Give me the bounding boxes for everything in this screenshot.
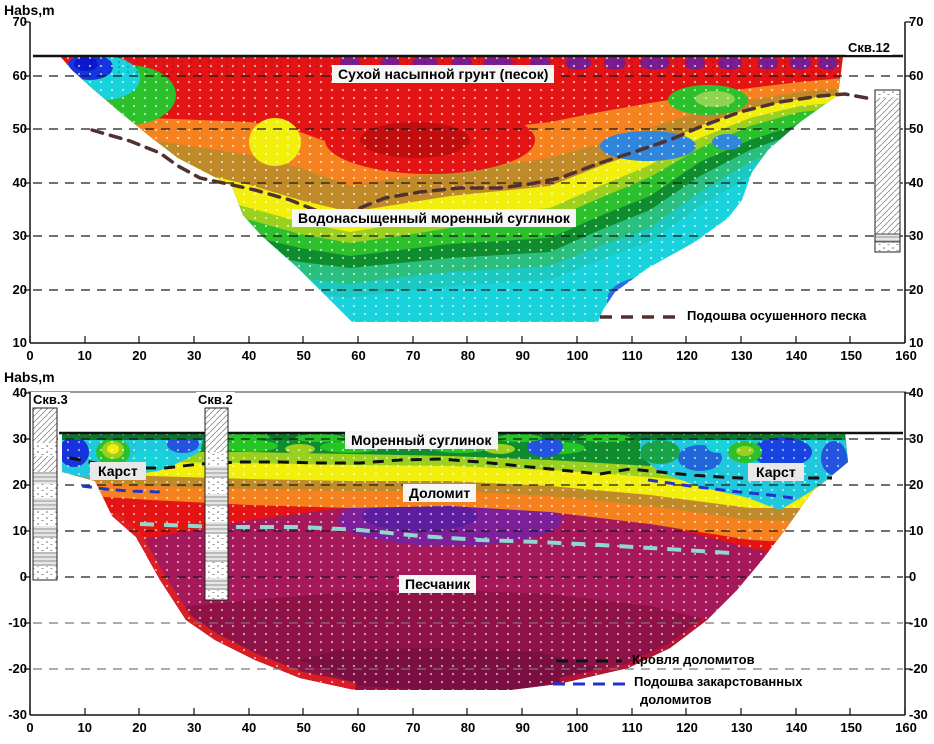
borehole-12-column bbox=[874, 89, 901, 253]
x-tick-label: 40 bbox=[241, 348, 257, 363]
y-tick-label: -20 bbox=[909, 661, 928, 676]
y-tick-label: 10 bbox=[12, 335, 27, 350]
legend-dolomite-top-label: Кровля доломитов bbox=[632, 652, 755, 667]
y-tick-label: 30 bbox=[909, 431, 924, 446]
y-tick-label: 40 bbox=[12, 385, 27, 400]
zone-label-wet-loam: Водонасыщенный моренный суглинок bbox=[292, 209, 576, 227]
x-tick-label: 160 bbox=[895, 720, 917, 735]
zone-label-karst-left: Карст bbox=[90, 462, 146, 480]
dolomite-top-dashed-line bbox=[69, 456, 832, 481]
bottom-gridlines-light bbox=[33, 622, 903, 670]
x-tick-label: 0 bbox=[26, 720, 34, 735]
top-axis-ticks bbox=[24, 21, 911, 343]
karst-base-dashed-line bbox=[81, 478, 801, 501]
sand-base-dashed-line bbox=[90, 92, 874, 216]
y-tick-label: 40 bbox=[909, 174, 924, 190]
zone-label-sandstone: Песчаник bbox=[399, 575, 477, 593]
x-tick-label: 80 bbox=[460, 720, 476, 735]
bottom-axis-title: Habs,m bbox=[4, 369, 55, 385]
x-tick-label: 140 bbox=[785, 348, 808, 363]
zone-label-moraine: Моренный суглинок bbox=[345, 431, 498, 449]
x-tick-label: 60 bbox=[351, 720, 366, 735]
y-tick-label: -30 bbox=[909, 707, 928, 722]
x-tick-label: 90 bbox=[515, 348, 530, 363]
y-tick-label: 10 bbox=[909, 335, 924, 350]
top-axis-title: Habs,m bbox=[4, 2, 55, 18]
x-tick-label: 30 bbox=[187, 348, 202, 363]
x-tick-label: 130 bbox=[730, 348, 753, 363]
x-tick-label: 40 bbox=[241, 720, 257, 735]
x-tick-label: 50 bbox=[296, 348, 311, 363]
y-tick-label: 50 bbox=[12, 121, 27, 136]
x-tick-label: 50 bbox=[296, 720, 311, 735]
x-tick-label: 150 bbox=[840, 348, 863, 363]
y-tick-label: 10 bbox=[12, 523, 27, 538]
y-tick-label: 40 bbox=[12, 174, 27, 190]
x-tick-label: 110 bbox=[621, 348, 643, 363]
x-tick-label: 60 bbox=[351, 348, 366, 363]
borehole-2-column bbox=[204, 407, 229, 601]
zone-label-dolomite: Доломит bbox=[403, 484, 477, 502]
y-tick-label: 20 bbox=[909, 477, 924, 492]
top-y-axis-left: 70 60 50 40 30 20 10 bbox=[0, 14, 27, 351]
x-tick-label: 10 bbox=[77, 720, 92, 735]
y-tick-label: -10 bbox=[909, 615, 928, 630]
y-tick-label: 70 bbox=[12, 14, 27, 29]
y-tick-label: -20 bbox=[8, 661, 27, 676]
y-tick-label: 0 bbox=[909, 569, 917, 584]
y-tick-label: 20 bbox=[12, 281, 27, 297]
x-tick-label: 130 bbox=[730, 720, 753, 735]
y-tick-label: -10 bbox=[8, 615, 27, 630]
x-tick-label: 120 bbox=[676, 348, 698, 363]
x-tick-label: 80 bbox=[460, 348, 476, 363]
y-tick-label: 60 bbox=[909, 67, 924, 83]
x-tick-label: 30 bbox=[187, 720, 202, 735]
y-tick-label: -30 bbox=[8, 707, 27, 722]
y-tick-label: 30 bbox=[12, 228, 27, 243]
legend-karst-base-label-line2: доломитов bbox=[640, 692, 712, 707]
zone-label-dry-fill: Сухой насыпной грунт (песок) bbox=[332, 65, 555, 83]
x-tick-label: 140 bbox=[785, 720, 808, 735]
y-tick-label: 30 bbox=[12, 431, 27, 446]
y-tick-label: 50 bbox=[909, 121, 924, 136]
top-y-axis-right: 70 60 50 40 30 20 10 bbox=[909, 14, 934, 351]
x-tick-label: 10 bbox=[77, 348, 92, 363]
x-tick-label: 120 bbox=[676, 720, 698, 735]
x-tick-label: 100 bbox=[566, 348, 589, 363]
top-x-axis: 0 10 20 30 40 50 60 70 80 90 100 110 120 130 140 150 160 bbox=[15, 348, 921, 364]
pale-teal-dashed-line bbox=[139, 522, 731, 555]
x-tick-label: 110 bbox=[621, 720, 643, 735]
y-tick-label: 30 bbox=[909, 228, 924, 243]
x-tick-label: 160 bbox=[895, 348, 917, 363]
y-tick-label: 20 bbox=[909, 281, 924, 297]
borehole-2-label: Скв.2 bbox=[196, 392, 235, 407]
borehole-3-column bbox=[32, 407, 58, 581]
y-tick-label: 60 bbox=[12, 67, 27, 83]
borehole-3-label: Скв.3 bbox=[31, 392, 70, 407]
legend-karst-base-label-line1: Подошва закарстованных bbox=[634, 674, 803, 689]
y-tick-label: 70 bbox=[909, 14, 924, 29]
borehole-12-label: Скв.12 bbox=[846, 40, 892, 55]
bottom-axis-ticks bbox=[24, 392, 911, 715]
top-section-colors bbox=[60, 56, 843, 322]
x-tick-label: 90 bbox=[515, 720, 530, 735]
y-tick-label: 0 bbox=[19, 569, 27, 584]
y-tick-label: 10 bbox=[909, 523, 924, 538]
x-tick-label: 20 bbox=[132, 720, 147, 735]
y-tick-label: 20 bbox=[12, 477, 27, 492]
zone-label-karst-right: Карст bbox=[748, 463, 804, 481]
x-tick-label: 150 bbox=[840, 720, 863, 735]
x-tick-label: 0 bbox=[26, 348, 34, 363]
bottom-y-axis-left: 40 30 20 10 0 -10 -20 -30 bbox=[0, 385, 27, 723]
bottom-y-axis-right: 40 30 20 10 0 -10 -20 -30 bbox=[909, 385, 934, 723]
y-tick-label: 40 bbox=[909, 385, 924, 400]
x-tick-label: 100 bbox=[566, 720, 589, 735]
x-tick-label: 20 bbox=[132, 348, 147, 363]
legend-sand-base-label: Подошва осушенного песка bbox=[687, 308, 867, 323]
bottom-x-axis: 0 10 20 30 40 50 60 70 80 90 100 110 120 130 140 150 160 bbox=[15, 720, 921, 736]
x-tick-label: 70 bbox=[406, 720, 421, 735]
x-tick-label: 70 bbox=[406, 348, 421, 363]
